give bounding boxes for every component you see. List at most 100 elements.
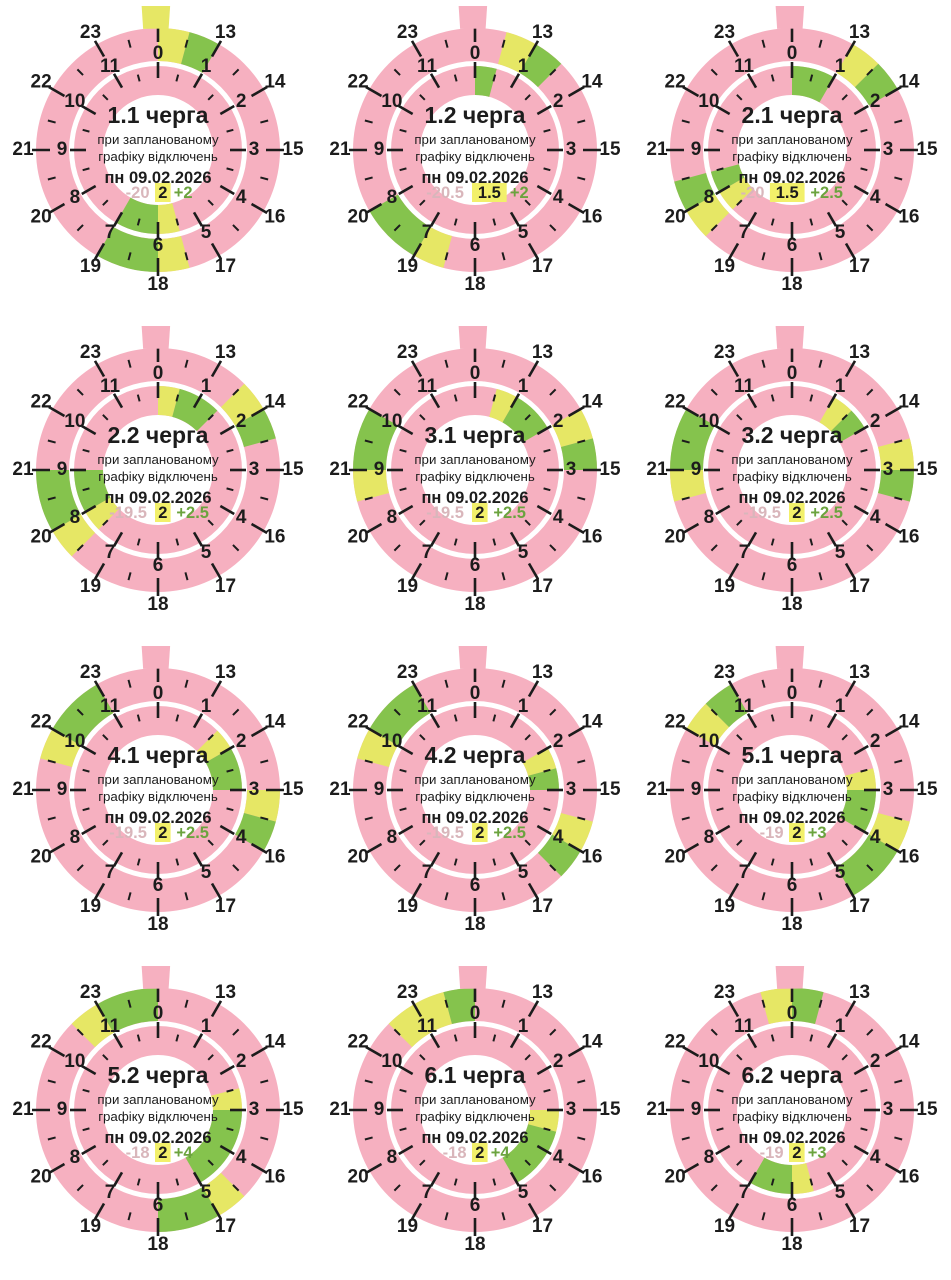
svg-text:5: 5 — [201, 222, 212, 243]
svg-text:8: 8 — [704, 827, 715, 848]
svg-text:7: 7 — [739, 1182, 750, 1203]
svg-text:9: 9 — [374, 459, 385, 480]
svg-text:3: 3 — [883, 779, 894, 800]
svg-text:13: 13 — [215, 22, 236, 43]
svg-text:13: 13 — [215, 342, 236, 363]
svg-text:0: 0 — [787, 683, 798, 704]
svg-text:при запланованому: при запланованому — [97, 1092, 219, 1107]
svg-text:22: 22 — [348, 712, 369, 733]
svg-text:5: 5 — [201, 862, 212, 883]
svg-text:6: 6 — [470, 235, 481, 256]
svg-text:-19: -19 — [760, 824, 784, 842]
svg-text:5: 5 — [835, 222, 846, 243]
svg-text:-19.5: -19.5 — [743, 504, 781, 522]
svg-text:15: 15 — [916, 779, 938, 800]
svg-text:19: 19 — [714, 1216, 735, 1237]
svg-text:20: 20 — [665, 207, 686, 228]
svg-text:при запланованому: при запланованому — [731, 132, 853, 147]
svg-text:18: 18 — [464, 914, 485, 935]
svg-text:при запланованому: при запланованому — [97, 452, 219, 467]
svg-text:-19: -19 — [760, 1144, 784, 1162]
svg-text:21: 21 — [646, 1099, 668, 1120]
svg-text:11: 11 — [100, 1016, 121, 1037]
svg-text:14: 14 — [581, 72, 603, 93]
svg-text:3: 3 — [249, 459, 260, 480]
svg-text:графіку відключень: графіку відключень — [415, 149, 535, 164]
svg-text:-19.5: -19.5 — [109, 504, 147, 522]
svg-text:при запланованому: при запланованому — [414, 772, 536, 787]
svg-text:7: 7 — [739, 222, 750, 243]
svg-text:2: 2 — [792, 1144, 801, 1162]
svg-text:-20: -20 — [126, 184, 150, 202]
svg-text:9: 9 — [57, 779, 68, 800]
svg-text:21: 21 — [329, 139, 351, 160]
svg-text:16: 16 — [264, 207, 285, 228]
svg-text:6: 6 — [787, 1195, 798, 1216]
svg-text:4: 4 — [553, 827, 564, 848]
svg-text:+4: +4 — [174, 1144, 194, 1162]
svg-text:5.1 черга: 5.1 черга — [742, 742, 843, 768]
svg-text:1: 1 — [518, 56, 529, 77]
svg-text:13: 13 — [215, 982, 236, 1003]
svg-text:10: 10 — [381, 731, 402, 752]
svg-text:23: 23 — [397, 22, 418, 43]
svg-text:20: 20 — [348, 847, 369, 868]
svg-text:2: 2 — [553, 91, 564, 112]
svg-text:0: 0 — [470, 1003, 481, 1024]
svg-text:17: 17 — [215, 896, 236, 917]
svg-text:2.2 черга: 2.2 черга — [108, 422, 209, 448]
svg-text:23: 23 — [80, 662, 101, 683]
svg-text:22: 22 — [348, 392, 369, 413]
svg-text:9: 9 — [57, 1099, 68, 1120]
svg-text:2: 2 — [158, 1144, 167, 1162]
svg-text:1: 1 — [518, 376, 529, 397]
svg-text:-19.5: -19.5 — [426, 504, 464, 522]
svg-text:23: 23 — [80, 342, 101, 363]
svg-text:19: 19 — [80, 256, 101, 277]
svg-text:23: 23 — [714, 982, 735, 1003]
svg-text:20: 20 — [665, 847, 686, 868]
svg-text:при запланованому: при запланованому — [731, 772, 853, 787]
svg-text:1: 1 — [835, 56, 846, 77]
svg-text:17: 17 — [849, 896, 870, 917]
svg-text:16: 16 — [264, 1167, 285, 1188]
svg-text:17: 17 — [532, 256, 553, 277]
svg-text:18: 18 — [781, 1234, 802, 1255]
svg-text:19: 19 — [714, 256, 735, 277]
svg-text:7: 7 — [739, 862, 750, 883]
svg-text:11: 11 — [417, 696, 438, 717]
svg-text:2: 2 — [236, 731, 247, 752]
svg-text:13: 13 — [849, 662, 870, 683]
svg-text:1.1 черга: 1.1 черга — [108, 102, 209, 128]
svg-text:23: 23 — [714, 22, 735, 43]
svg-text:-20.5: -20.5 — [426, 184, 464, 202]
svg-text:+3: +3 — [808, 824, 827, 842]
svg-text:+2: +2 — [510, 184, 529, 202]
svg-text:2: 2 — [475, 824, 484, 842]
svg-text:15: 15 — [599, 459, 621, 480]
svg-text:+4: +4 — [491, 1144, 511, 1162]
svg-text:-19.5: -19.5 — [109, 824, 147, 842]
svg-text:2: 2 — [158, 504, 167, 522]
svg-text:8: 8 — [704, 187, 715, 208]
svg-text:8: 8 — [70, 827, 81, 848]
svg-text:10: 10 — [698, 1051, 719, 1072]
svg-text:1: 1 — [835, 376, 846, 397]
svg-text:19: 19 — [80, 576, 101, 597]
svg-text:3.1 черга: 3.1 черга — [425, 422, 526, 448]
svg-text:16: 16 — [898, 847, 919, 868]
svg-text:5.2 черга: 5.2 черга — [108, 1062, 209, 1088]
svg-text:6: 6 — [787, 875, 798, 896]
svg-text:2: 2 — [870, 1051, 881, 1072]
svg-text:22: 22 — [31, 392, 52, 413]
svg-text:10: 10 — [64, 731, 85, 752]
svg-text:20: 20 — [31, 527, 52, 548]
svg-text:11: 11 — [417, 376, 438, 397]
svg-text:17: 17 — [532, 576, 553, 597]
svg-text:2: 2 — [158, 824, 167, 842]
svg-text:18: 18 — [147, 914, 168, 935]
svg-text:18: 18 — [464, 594, 485, 615]
svg-text:10: 10 — [698, 411, 719, 432]
svg-text:+2.5: +2.5 — [810, 184, 843, 202]
svg-text:11: 11 — [734, 56, 755, 77]
